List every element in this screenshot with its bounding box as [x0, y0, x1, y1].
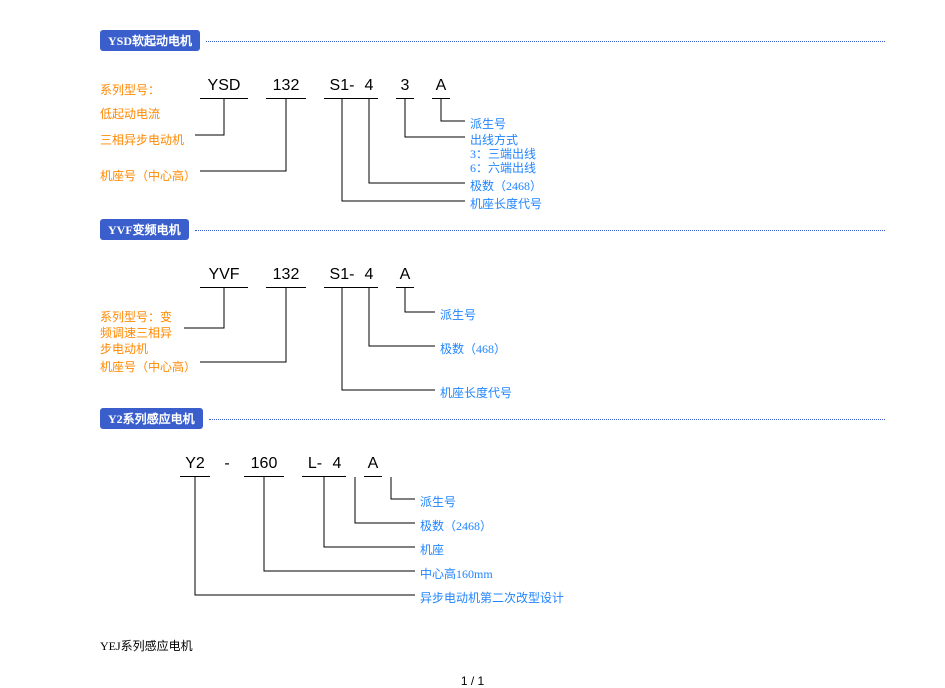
yej-section-label: YEJ系列感应电机	[100, 637, 945, 654]
code-part: A	[396, 266, 414, 286]
right-label-derived: 派生号	[470, 115, 506, 132]
y2-title: Y2系列感应电机	[100, 408, 203, 429]
code-text: 132	[271, 266, 302, 286]
left-label-series: 系列型号：	[100, 81, 160, 98]
code-part: S1-	[324, 266, 360, 286]
dotted-line	[195, 229, 885, 231]
y2-section: Y2系列感应电机 Y2 - 160 L- 4 A 派生号 极数（2468） 机座…	[100, 408, 885, 627]
code-part: 132	[266, 266, 306, 286]
code-text: L-	[306, 455, 324, 475]
right-label-length: 机座长度代号	[470, 195, 542, 212]
yvf-section: YVF变频电机 YVF 132 S1- 4 A 系列型号：变 频调速三相异 步电…	[100, 219, 885, 408]
yvf-title: YVF变频电机	[100, 219, 189, 240]
code-part: YSD	[200, 77, 248, 97]
right-label-center: 中心高160mm	[420, 565, 493, 582]
code-part: 4	[360, 77, 378, 97]
code-text: -	[222, 455, 231, 475]
code-text: 4	[363, 77, 376, 97]
code-text: 3	[399, 77, 412, 97]
code-text: A	[434, 77, 449, 97]
code-part: YVF	[200, 266, 248, 286]
code-text: S1-	[328, 266, 357, 286]
code-text: Y2	[183, 455, 207, 475]
left-label-series-l1: 系列型号：变	[100, 308, 172, 325]
left-label-series-l2: 频调速三相异	[100, 324, 172, 341]
code-text: A	[398, 266, 413, 286]
left-label-series-l3: 步电动机	[100, 340, 148, 357]
yvf-diagram: YVF 132 S1- 4 A 系列型号：变 频调速三相异 步电动机 机座号（中…	[100, 248, 885, 408]
code-part: A	[364, 455, 382, 475]
dotted-line	[206, 40, 885, 42]
right-label-poles: 极数（2468）	[420, 517, 492, 534]
right-label-design: 异步电动机第二次改型设计	[420, 589, 564, 606]
yvf-code-row: YVF 132 S1- 4 A	[200, 266, 414, 286]
code-part: 132	[266, 77, 306, 97]
right-label-derived: 派生号	[440, 306, 476, 323]
code-part: -	[220, 455, 234, 475]
yvf-header: YVF变频电机	[100, 219, 885, 240]
code-part: 3	[396, 77, 414, 97]
right-label-output6: 6：六端出线	[470, 159, 536, 176]
code-text: YSD	[206, 77, 243, 97]
code-text: 4	[331, 455, 344, 475]
right-label-frame: 机座	[420, 541, 444, 558]
code-text: 160	[249, 455, 280, 475]
ysd-header: YSD软起动电机	[100, 30, 885, 51]
code-text: 4	[363, 266, 376, 286]
code-part: 160	[244, 455, 284, 475]
code-part: L-	[302, 455, 328, 475]
right-label-poles: 极数（2468）	[470, 177, 542, 194]
code-text: A	[366, 455, 381, 475]
right-label-poles: 极数（468）	[440, 340, 506, 357]
code-text: 132	[271, 77, 302, 97]
y2-diagram: Y2 - 160 L- 4 A 派生号 极数（2468） 机座 中心高160mm…	[100, 437, 885, 627]
dotted-line	[209, 418, 885, 420]
code-part: A	[432, 77, 450, 97]
left-label-three-phase: 三相异步电动机	[100, 131, 184, 148]
code-text: S1-	[328, 77, 357, 97]
right-label-derived: 派生号	[420, 493, 456, 510]
code-part: 4	[360, 266, 378, 286]
left-label-low-current: 低起动电流	[100, 105, 160, 122]
y2-code-row: Y2 - 160 L- 4 A	[180, 455, 382, 475]
y2-header: Y2系列感应电机	[100, 408, 885, 429]
code-part: 4	[328, 455, 346, 475]
code-part: Y2	[180, 455, 210, 475]
page-number: 1 / 1	[0, 674, 945, 688]
left-label-frame: 机座号（中心高）	[100, 167, 196, 184]
ysd-section: YSD软起动电机 YSD 132 S1- 4 3 A 系列型号： 低起动电流 三…	[100, 30, 885, 219]
ysd-diagram: YSD 132 S1- 4 3 A 系列型号： 低起动电流 三相异步电动机 机座…	[100, 59, 885, 219]
ysd-title: YSD软起动电机	[100, 30, 200, 51]
code-text: YVF	[206, 266, 241, 286]
ysd-code-row: YSD 132 S1- 4 3 A	[200, 77, 450, 97]
right-label-length: 机座长度代号	[440, 384, 512, 401]
code-part: S1-	[324, 77, 360, 97]
left-label-frame: 机座号（中心高）	[100, 358, 196, 375]
